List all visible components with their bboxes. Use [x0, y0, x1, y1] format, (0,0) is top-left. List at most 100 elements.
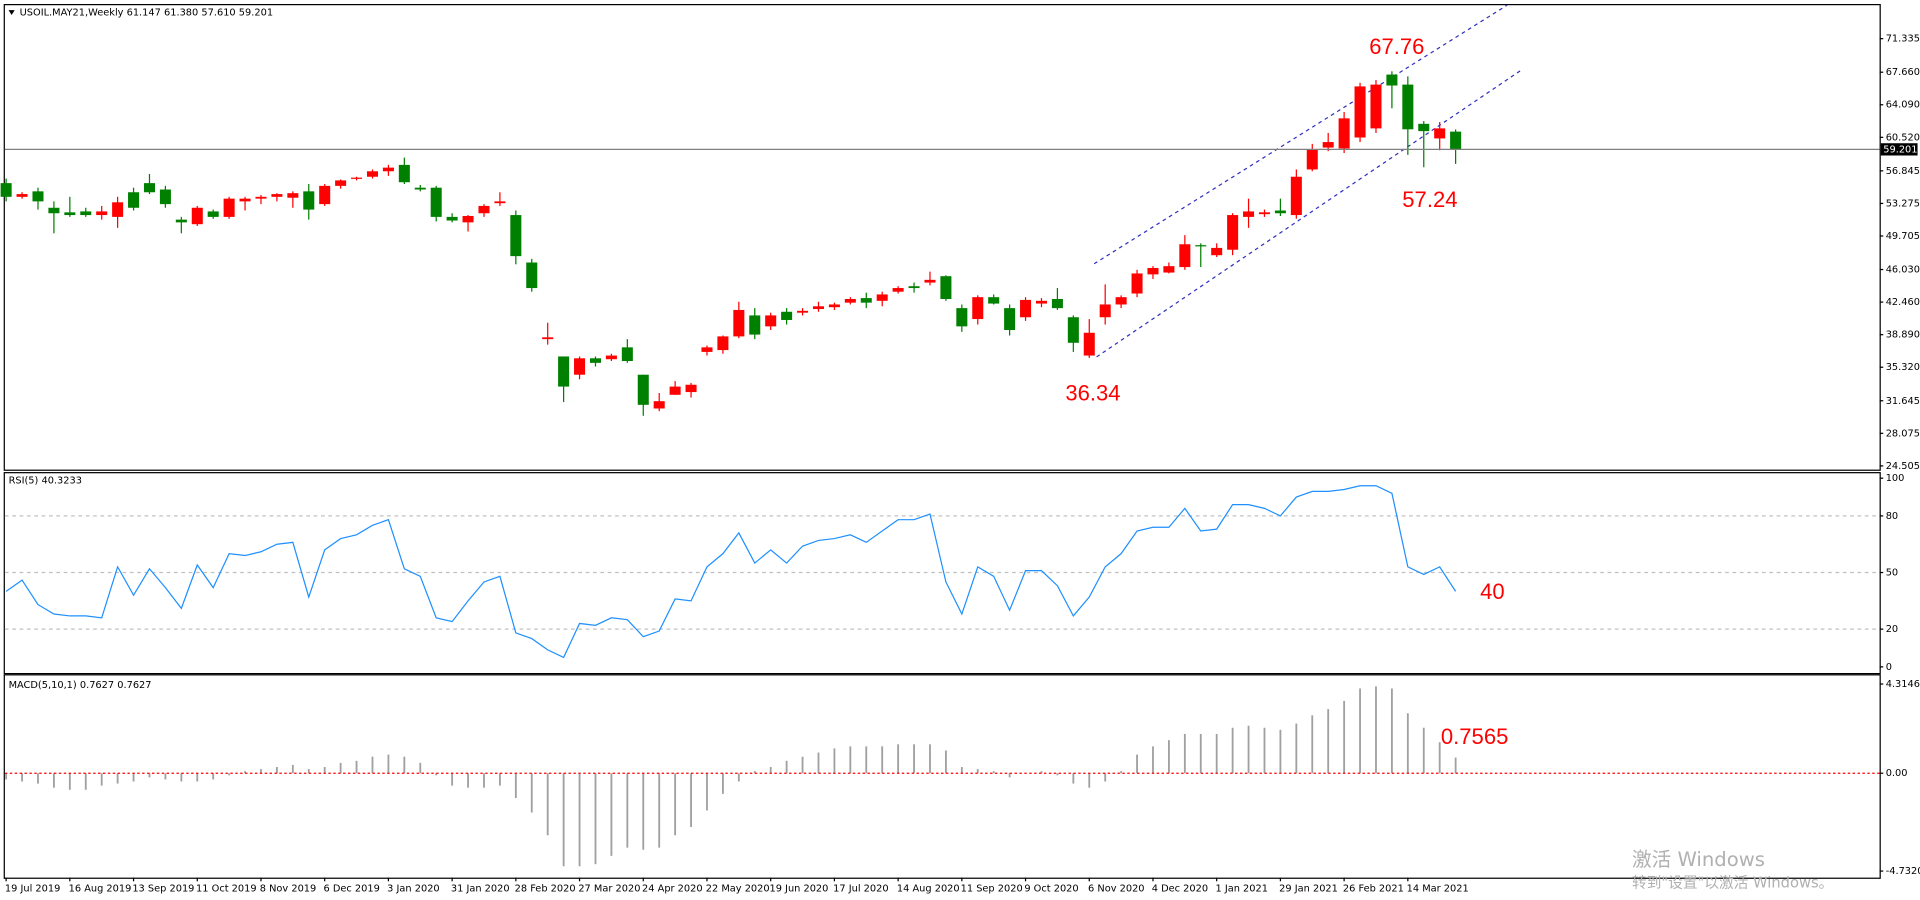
candle-body	[972, 297, 984, 320]
rsi-title: RSI(5) 40.3233	[9, 476, 82, 487]
candle-body	[1354, 86, 1366, 138]
candle-body	[1083, 332, 1095, 356]
candle-body	[335, 180, 347, 186]
x-tick-label: 4 Dec 2020	[1152, 884, 1208, 895]
candle-body	[924, 279, 936, 283]
candle-body	[1195, 245, 1207, 247]
y-tick-label: 0	[1886, 662, 1892, 673]
candle-body	[1227, 215, 1239, 250]
candle-body	[1020, 299, 1032, 318]
candle-body	[96, 211, 108, 216]
x-tick-label: 27 Mar 2020	[578, 884, 640, 895]
candle-body	[16, 194, 28, 197]
candle-body	[462, 215, 474, 223]
y-tick-label: 64.090	[1886, 100, 1920, 111]
annotation: 57.24	[1402, 187, 1457, 212]
y-tick-label: 53.275	[1886, 198, 1920, 209]
annotation: 36.34	[1065, 381, 1120, 406]
candle-body	[32, 191, 44, 202]
price-label-bg	[1880, 143, 1918, 156]
candle-body	[1179, 244, 1191, 268]
candle-body	[717, 336, 729, 351]
y-tick-label: 38.890	[1886, 330, 1920, 341]
candle-body	[844, 298, 856, 303]
candle-body	[1370, 84, 1382, 129]
y-tick-label: 31.645	[1886, 396, 1920, 407]
x-tick-label: 17 Jul 2020	[833, 884, 888, 895]
candle-body	[430, 187, 442, 217]
candle-body	[701, 347, 713, 352]
y-tick-label: 71.335	[1886, 34, 1920, 45]
candle-body	[1386, 74, 1398, 86]
x-tick-label: 14 Aug 2020	[897, 884, 960, 895]
y-tick-label: 20	[1886, 624, 1898, 635]
candle-body	[1290, 176, 1302, 216]
candle-body	[669, 386, 681, 395]
candle-body	[940, 276, 952, 299]
candle-body	[1163, 266, 1175, 273]
y-tick-label: 100	[1886, 473, 1905, 484]
candle-body	[128, 192, 140, 208]
y-tick-label: 49.705	[1886, 231, 1920, 242]
x-tick-label: 9 Oct 2020	[1024, 884, 1078, 895]
candle-body	[478, 205, 490, 214]
candle-body	[239, 198, 251, 202]
candle-body	[351, 177, 363, 179]
candle-body	[1434, 128, 1446, 139]
candle-body	[1258, 212, 1270, 215]
x-tick-label: 8 Nov 2019	[260, 884, 317, 895]
candle-body	[287, 193, 299, 198]
candle-body	[860, 298, 872, 303]
x-tick-label: 22 May 2020	[706, 884, 770, 895]
candle-body	[908, 286, 920, 289]
candle-body	[255, 196, 267, 199]
menu-arrow	[8, 10, 15, 16]
x-tick-label: 6 Nov 2020	[1088, 884, 1145, 895]
rsi-line	[5, 485, 1457, 659]
candle-body	[1450, 131, 1462, 150]
candle-body	[956, 308, 968, 327]
y-tick-label: 42.460	[1886, 297, 1920, 308]
candle-body	[207, 211, 219, 217]
candle-body	[828, 304, 840, 308]
candle-body	[1322, 142, 1334, 148]
y-tick-label: 46.030	[1886, 265, 1920, 276]
candle-body	[1274, 210, 1286, 214]
candle-body	[685, 384, 697, 393]
x-tick-label: 24 Apr 2020	[642, 884, 703, 895]
candle-body	[574, 358, 586, 375]
x-tick-label: 16 Aug 2019	[69, 884, 132, 895]
candle-body	[558, 356, 570, 387]
candle-body	[510, 215, 522, 257]
y-tick-label: -4.7320	[1886, 866, 1920, 877]
candle-body	[319, 185, 331, 205]
candle-body	[988, 297, 1000, 304]
candle-body	[1004, 308, 1016, 331]
candle-body	[112, 202, 124, 217]
candle-body	[589, 358, 601, 363]
annotation: 0.7565	[1441, 724, 1508, 749]
candle-body	[1211, 247, 1223, 256]
main-panel	[3, 4, 1881, 471]
candle-body	[526, 262, 538, 289]
x-tick-label: 3 Jan 2020	[387, 884, 440, 895]
x-tick-label: 13 Sep 2019	[132, 884, 194, 895]
candle-body	[542, 337, 554, 340]
y-tick-label: 4.3146	[1886, 679, 1920, 690]
watermark: 转到"设置"以激活 Windows。	[1632, 875, 1833, 892]
y-tick-label: 35.320	[1886, 362, 1920, 373]
candle-body	[733, 309, 745, 337]
candle-body	[1131, 273, 1143, 294]
annotation: 67.76	[1369, 34, 1424, 59]
candle-body	[1035, 300, 1047, 304]
annotation: 40	[1480, 579, 1505, 604]
candle-body	[80, 211, 92, 216]
candle-body	[765, 315, 777, 327]
candle-body	[621, 347, 633, 362]
x-tick-label: 11 Sep 2020	[961, 884, 1023, 895]
candle-body	[159, 189, 171, 205]
y-tick-label: 56.845	[1886, 166, 1920, 177]
candle-body	[64, 212, 76, 216]
candle-body	[1115, 297, 1127, 305]
